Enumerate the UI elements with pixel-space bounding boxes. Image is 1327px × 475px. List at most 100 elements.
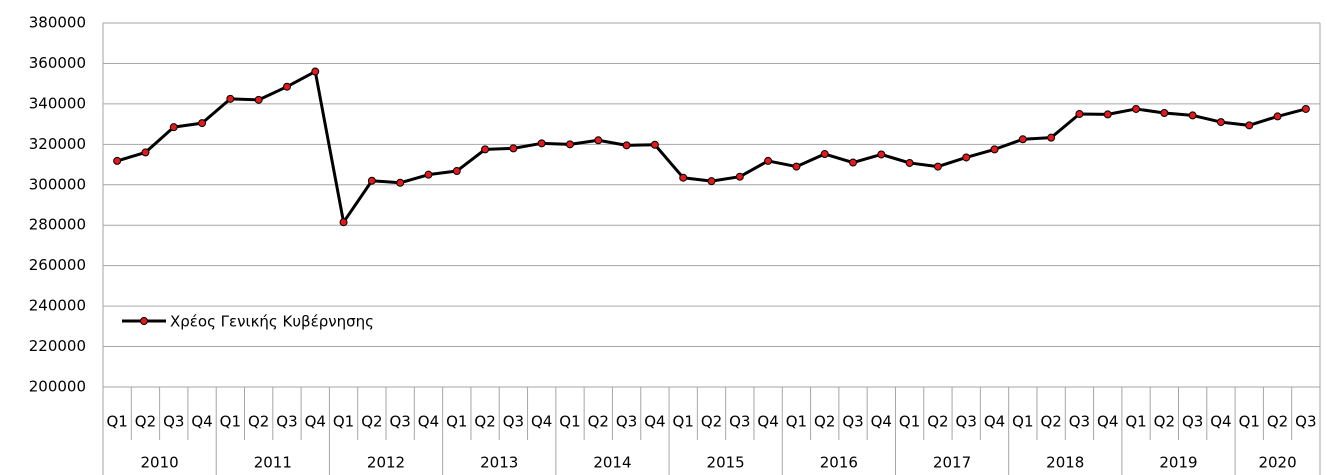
x-tick-label: Q1 [446,413,467,431]
x-tick-label: Q4 [531,413,552,431]
x-tick-label: Q3 [389,413,410,431]
x-tick-label: Q2 [588,413,609,431]
x-tick-label: Q3 [1182,413,1203,431]
x-tick-label: Q1 [220,413,241,431]
year-label: 2017 [933,454,971,472]
data-point [933,162,942,171]
year-label: 2016 [820,454,858,472]
data-point [735,172,744,181]
x-tick-label: Q4 [1210,413,1231,431]
data-point [594,136,603,145]
data-point [481,145,490,154]
y-tick-label: 240000 [29,297,86,315]
x-tick-label: Q3 [616,413,637,431]
x-tick-label: Q2 [135,413,156,431]
data-point [367,176,376,185]
data-point [1273,112,1282,121]
year-label: 2011 [254,454,292,472]
data-point [1132,104,1141,113]
x-tick-label: Q2 [701,413,722,431]
data-point [1103,110,1112,119]
series-line [116,70,1307,224]
x-tick-label: Q1 [1012,413,1033,431]
year-label: 2018 [1046,454,1084,472]
data-point [311,67,320,76]
data-point [1160,108,1169,117]
data-point [169,123,178,132]
data-point [226,94,235,103]
year-label: 2010 [141,454,179,472]
year-label: 2013 [480,454,518,472]
data-point [1301,104,1310,113]
x-tick-label: Q2 [814,413,835,431]
x-tick-label: Q1 [899,413,920,431]
data-point [565,140,574,149]
data-point [282,82,291,91]
year-label: 2012 [367,454,405,472]
data-point [1245,121,1254,130]
data-point [424,170,433,179]
data-point [1018,135,1027,144]
x-tick-label: Q2 [361,413,382,431]
x-tick-label: Q4 [418,413,439,431]
legend-marker [140,317,148,325]
data-point [339,218,348,227]
x-tick-label: Q1 [673,413,694,431]
data-point [820,150,829,159]
data-point [792,162,801,171]
y-tick-label: 200000 [29,378,86,396]
y-tick-label: 300000 [29,175,86,193]
data-point [1075,110,1084,118]
data-point [764,156,773,165]
y-tick-label: 280000 [29,216,86,234]
x-tick-label: Q2 [474,413,495,431]
data-point [622,141,631,150]
x-tick-label: Q4 [305,413,326,431]
data-point [1188,111,1197,120]
data-point [396,178,405,187]
data-point [198,119,207,128]
x-tick-label: Q4 [757,413,778,431]
x-tick-label: Q3 [842,413,863,431]
data-point [254,95,263,104]
x-tick-label: Q2 [1267,413,1288,431]
data-point [849,158,858,167]
legend-label: Χρέος Γενικής Κυβέρνησης [170,313,374,331]
data-point [1047,133,1056,142]
data-point [537,139,546,148]
x-tick-label: Q4 [644,413,665,431]
x-tick-label: Q2 [248,413,269,431]
data-point [877,150,886,159]
x-tick-label: Q3 [163,413,184,431]
x-tick-label: Q4 [871,413,892,431]
y-tick-label: 340000 [29,94,86,112]
y-tick-label: 360000 [29,54,86,72]
data-point [1216,118,1225,127]
x-tick-label: Q3 [1069,413,1090,431]
year-label: 2014 [593,454,631,472]
x-tick-label: Q3 [503,413,524,431]
year-label: 2019 [1159,454,1197,472]
x-tick-label: Q3 [729,413,750,431]
data-point [707,177,716,186]
x-tick-label: Q4 [984,413,1005,431]
data-point [990,145,999,154]
x-tick-label: Q3 [956,413,977,431]
data-point [650,140,659,149]
y-tick-label: 220000 [29,337,86,355]
x-tick-label: Q1 [106,413,127,431]
x-tick-label: Q1 [559,413,580,431]
year-label: 2015 [707,454,745,472]
data-point [113,156,122,165]
x-tick-label: Q4 [1097,413,1118,431]
x-tick-label: Q4 [191,413,212,431]
y-tick-label: 380000 [29,14,86,32]
x-tick-label: Q3 [276,413,297,431]
x-tick-label: Q1 [1239,413,1260,431]
data-point [679,173,688,182]
y-tick-label: 320000 [29,135,86,153]
x-tick-label: Q2 [1154,413,1175,431]
x-tick-label: Q1 [1125,413,1146,431]
year-label: 2020 [1258,454,1296,472]
data-point [962,153,971,162]
